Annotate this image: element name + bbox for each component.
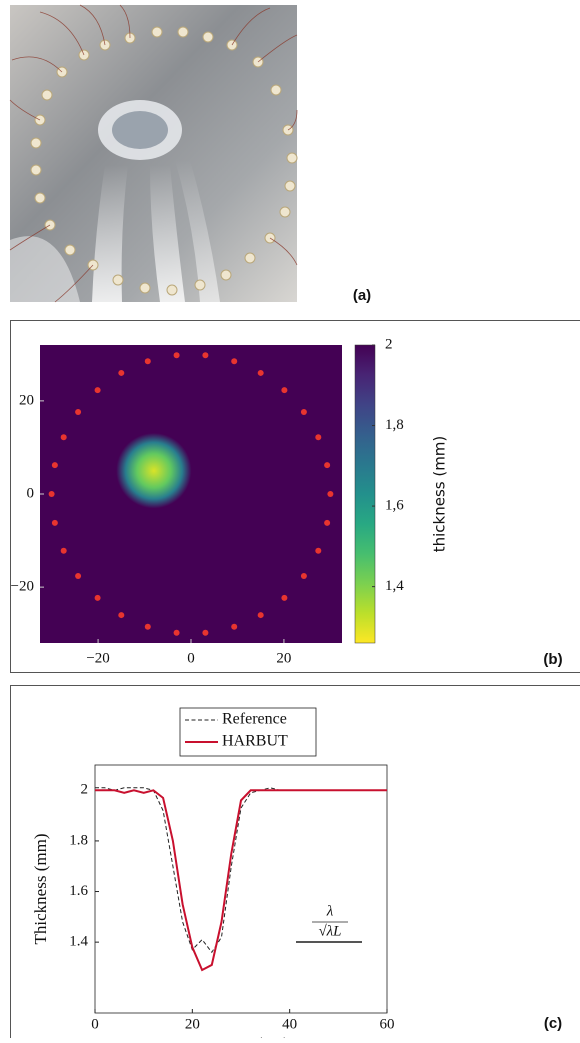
- x-tick-label: −20: [86, 650, 109, 666]
- line-series: [95, 790, 387, 970]
- x-tick-label: 60: [380, 1016, 395, 1032]
- sensor: [174, 630, 180, 636]
- y-tick-label: 2: [81, 782, 89, 798]
- sensor: [95, 595, 101, 601]
- y-tick-label: 1.4: [69, 934, 88, 950]
- colorbar-tick-label: 1,6: [385, 498, 404, 514]
- annotation: √λL: [318, 923, 341, 939]
- sensor: [75, 409, 81, 415]
- x-tick-label: 20: [185, 1016, 200, 1032]
- sensor: [231, 358, 237, 364]
- sensor: [301, 573, 307, 579]
- sensor: [145, 624, 151, 630]
- sensor: [231, 624, 237, 630]
- sensor: [258, 612, 264, 618]
- colorbar: [355, 345, 375, 643]
- sensor: [258, 370, 264, 376]
- x-tick-label: 0: [187, 650, 195, 666]
- y-tick-label: −20: [11, 579, 34, 595]
- legend-label: HARBUT: [222, 733, 288, 750]
- x-axis-label: Distance (cm): [193, 1034, 289, 1038]
- sensor: [315, 434, 321, 440]
- defect: [116, 433, 191, 508]
- colorbar-tick-label: 1,4: [385, 578, 404, 594]
- sensor: [202, 630, 208, 636]
- sensor: [95, 387, 101, 393]
- y-tick-label: 20: [19, 392, 34, 408]
- line-series: [95, 788, 387, 953]
- y-tick-label: 0: [27, 485, 35, 501]
- y-axis-label: Thickness (mm): [31, 834, 50, 945]
- y-tick-label: 1.8: [69, 832, 88, 848]
- sensor: [301, 409, 307, 415]
- sensor: [174, 352, 180, 358]
- colorbar-tick-label: 1,8: [385, 417, 404, 433]
- sensor: [52, 520, 58, 526]
- sensor: [281, 595, 287, 601]
- legend-label: Reference: [222, 711, 287, 728]
- sensor: [61, 548, 67, 554]
- x-tick-label: 20: [276, 650, 291, 666]
- figure: (a) (b) (c) −20020−2002021,81,61,4thickn…: [0, 0, 580, 1038]
- sensor: [75, 573, 81, 579]
- panel-label: (c): [544, 1015, 562, 1032]
- annotation: λ: [326, 903, 334, 919]
- sensor: [118, 612, 124, 618]
- heatmap-background: [40, 345, 342, 643]
- y-tick-label: 1.6: [69, 883, 88, 899]
- sensor: [52, 462, 58, 468]
- x-tick-label: 40: [282, 1016, 297, 1032]
- sensor: [49, 491, 55, 497]
- colorbar-tick-label: 2: [385, 336, 393, 352]
- x-tick-label: 0: [91, 1016, 99, 1032]
- sensor: [324, 520, 330, 526]
- sensor: [324, 462, 330, 468]
- sensor: [145, 358, 151, 364]
- panel-label: (a): [353, 287, 371, 304]
- sensor: [118, 370, 124, 376]
- sensor: [315, 548, 321, 554]
- sensor: [202, 352, 208, 358]
- sensor: [327, 491, 333, 497]
- colorbar-label: thickness (mm): [431, 436, 449, 553]
- panel-label: (b): [543, 651, 562, 668]
- sensor: [61, 434, 67, 440]
- sensor: [281, 387, 287, 393]
- photo: [10, 5, 297, 302]
